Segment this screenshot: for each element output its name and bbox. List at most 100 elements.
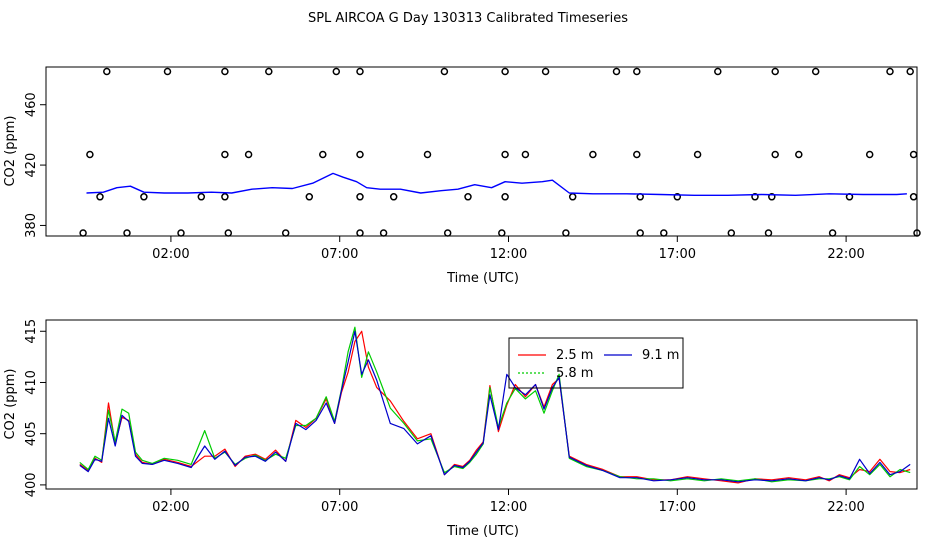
data-marker xyxy=(140,193,148,201)
legend-label-5-8m: 5.8 m xyxy=(556,366,593,381)
top-y-tick-label: 460 xyxy=(24,92,39,117)
data-marker xyxy=(828,229,837,237)
data-marker xyxy=(673,193,682,201)
data-marker xyxy=(163,67,172,76)
legend-label-9-1m: 9.1 m xyxy=(642,348,679,363)
top-series-line-co2 xyxy=(86,172,907,197)
data-marker xyxy=(356,67,364,76)
data-marker xyxy=(423,150,432,159)
top-y-axis-label: CO2 (ppm) xyxy=(3,115,18,186)
top-x-tick-label: 12:00 xyxy=(490,247,527,262)
top-y-tick-label: 420 xyxy=(24,153,39,178)
data-marker xyxy=(795,150,803,159)
data-marker xyxy=(103,67,111,76)
bottom-panel: 400 405 410 415 02:00 07:00 12:00 17:00 22:00 T… xyxy=(3,319,918,539)
data-marker xyxy=(305,193,314,201)
data-marker xyxy=(811,67,820,76)
bottom-x-tick-label: 07:00 xyxy=(321,500,358,515)
bottom-series-line-2-5-m xyxy=(79,330,911,484)
data-marker xyxy=(443,229,452,237)
data-marker xyxy=(764,229,773,237)
top-y-tick-label: 380 xyxy=(24,213,39,238)
data-marker xyxy=(636,229,644,237)
data-marker xyxy=(123,229,131,237)
top-series xyxy=(86,172,907,197)
data-marker xyxy=(693,150,702,159)
top-panel: 380 420 460 02:00 07:00 12:00 17:00 22:00 Time… xyxy=(3,66,921,286)
data-marker xyxy=(771,150,779,159)
data-marker xyxy=(332,67,341,76)
data-marker xyxy=(633,150,641,159)
data-marker xyxy=(389,193,398,201)
top-x-axis: 02:00 07:00 12:00 17:00 22:00 xyxy=(152,236,865,262)
data-marker xyxy=(660,229,668,237)
data-marker xyxy=(909,150,918,159)
data-marker xyxy=(221,193,229,201)
data-marker xyxy=(319,150,327,159)
bottom-series-line-5-8-m xyxy=(79,326,911,483)
data-marker xyxy=(501,67,509,76)
bottom-series-line-9-1-m xyxy=(79,330,911,483)
data-marker xyxy=(768,193,776,201)
bottom-y-tick-label: 405 xyxy=(24,421,39,446)
top-x-tick-label: 17:00 xyxy=(659,247,696,262)
data-marker xyxy=(281,229,290,237)
data-marker xyxy=(379,229,388,237)
bottom-x-axis-label: Time (UTC) xyxy=(446,524,519,539)
chart-title: SPL AIRCOA G Day 130313 Calibrated Times… xyxy=(308,11,628,26)
top-x-axis-label: Time (UTC) xyxy=(446,271,519,286)
top-y-axis: 380 420 460 xyxy=(24,92,46,238)
top-x-tick-label: 02:00 xyxy=(152,247,189,262)
data-marker xyxy=(86,150,94,159)
data-marker xyxy=(562,229,570,237)
bottom-y-tick-label: 400 xyxy=(24,472,39,497)
top-x-tick-label: 07:00 xyxy=(321,247,358,262)
data-marker xyxy=(521,150,530,159)
data-marker xyxy=(197,193,206,201)
data-marker xyxy=(906,67,914,76)
data-marker xyxy=(244,150,253,159)
data-marker xyxy=(501,193,509,201)
bottom-x-tick-label: 12:00 xyxy=(490,500,527,515)
data-marker xyxy=(498,229,506,237)
data-marker xyxy=(714,67,722,76)
data-marker xyxy=(589,150,597,159)
data-marker xyxy=(541,67,550,76)
data-marker xyxy=(568,193,577,201)
data-marker xyxy=(865,150,874,159)
bottom-y-tick-label: 410 xyxy=(24,370,39,395)
data-marker xyxy=(464,193,472,201)
data-marker xyxy=(221,150,229,159)
data-marker xyxy=(501,150,509,159)
data-marker xyxy=(265,67,273,76)
data-marker xyxy=(751,193,759,201)
bottom-y-axis-label: CO2 (ppm) xyxy=(3,368,18,439)
data-marker xyxy=(224,229,233,237)
bottom-x-tick-label: 17:00 xyxy=(659,500,696,515)
top-x-tick-label: 22:00 xyxy=(827,247,864,262)
data-marker xyxy=(96,193,104,201)
data-marker xyxy=(886,67,894,76)
bottom-y-tick-label: 415 xyxy=(24,319,39,344)
data-marker xyxy=(356,150,364,159)
data-marker xyxy=(612,67,621,76)
bottom-plot-frame xyxy=(45,319,918,490)
bottom-x-tick-label: 22:00 xyxy=(827,500,864,515)
bottom-series xyxy=(79,326,911,484)
data-marker xyxy=(356,229,364,237)
data-marker xyxy=(727,229,736,237)
data-marker xyxy=(356,193,364,201)
legend-label-2-5m: 2.5 m xyxy=(556,348,593,363)
legend-box xyxy=(508,337,684,389)
data-marker xyxy=(440,67,449,76)
bottom-y-axis: 400 405 410 415 xyxy=(24,319,46,497)
legend: 2.5 m 5.8 m 9.1 m xyxy=(508,337,684,389)
data-marker xyxy=(79,229,87,237)
data-marker xyxy=(633,67,641,76)
top-markers xyxy=(79,67,921,237)
data-marker xyxy=(221,67,229,76)
data-marker xyxy=(177,229,185,237)
bottom-x-tick-label: 02:00 xyxy=(152,500,189,515)
bottom-x-axis: 02:00 07:00 12:00 17:00 22:00 xyxy=(152,489,865,515)
